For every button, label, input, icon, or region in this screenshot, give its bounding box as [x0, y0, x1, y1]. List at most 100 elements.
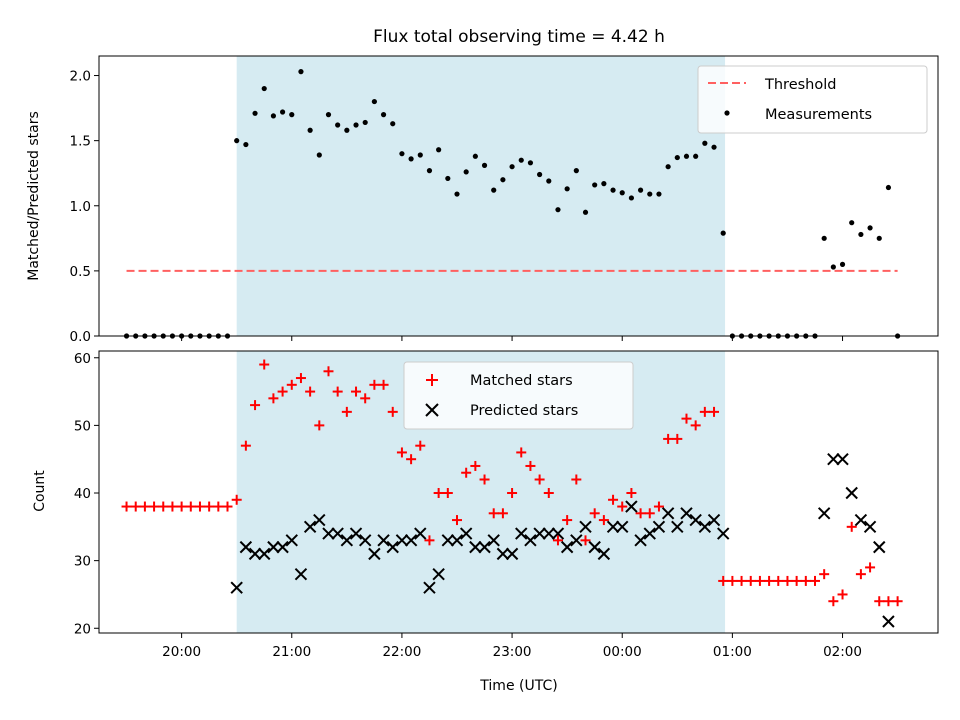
matched-star-point [378, 379, 389, 390]
measurement-point [316, 152, 322, 158]
measurement-point [656, 191, 662, 197]
predicted-star-point [854, 513, 868, 527]
bottom-x-tick-label: 00:00 [603, 644, 642, 660]
matched-star-point [653, 501, 664, 512]
predicted-star-point [652, 520, 666, 534]
matched-star-point [240, 440, 251, 451]
top-legend: Threshold Measurements [697, 65, 928, 134]
top-y-tick-label: 2.0 [70, 69, 91, 85]
measurement-point [491, 187, 497, 193]
top-y-axis-label: Matched/Predicted stars [26, 111, 42, 281]
measurement-point [849, 220, 855, 226]
measurement-point [637, 187, 644, 193]
matched-star-point [690, 420, 701, 431]
predicted-star-point [643, 527, 656, 540]
matched-star-point [442, 488, 453, 499]
predicted-star-point [551, 527, 565, 540]
measurement-point [867, 225, 873, 231]
measurement-point [702, 140, 708, 146]
predicted-star-point [588, 540, 601, 554]
matched-star-point [231, 494, 242, 505]
predicted-star-point [349, 527, 363, 540]
measurement-point [518, 157, 524, 163]
matched-star-point [176, 501, 187, 512]
matched-star-point [865, 562, 876, 573]
predicted-star-point [542, 527, 555, 540]
measurement-point [821, 235, 827, 241]
matched-star-point [855, 569, 866, 580]
matched-star-point [516, 447, 527, 458]
predicted-star-point [496, 547, 510, 561]
matched-star-point [277, 386, 288, 397]
bottom-axes-frame [98, 350, 939, 634]
matched-star-point [819, 569, 830, 580]
top-y-ticks: 0.0 0.5 1.0 1.5 2.0 [70, 69, 99, 345]
measurement-point [445, 175, 451, 182]
measurement-point [380, 112, 387, 118]
matched-star-point [314, 420, 325, 431]
bottom-legend-box [403, 361, 634, 430]
matched-star-point [167, 501, 178, 512]
matched-star-point [892, 596, 903, 607]
matched-star-point [451, 515, 462, 526]
top-panel: 0.00.51.01.52.0 Matched/Predicted stars … [26, 55, 939, 345]
predicted-star-point [579, 520, 592, 534]
x-axis-label: Time (UTC) [479, 678, 557, 694]
matched-star-point [809, 575, 820, 586]
predicted-star-point [239, 540, 253, 554]
measurement-point [353, 122, 359, 128]
matched-star-point [580, 535, 591, 546]
bottom-x-tick-label: 21:00 [272, 644, 311, 660]
measurement-point [555, 207, 561, 213]
measurement-point [298, 69, 304, 75]
matched-star-point [525, 460, 536, 471]
matched-star-point [250, 400, 261, 411]
measurement-point [463, 169, 469, 175]
measurement-point [234, 138, 240, 144]
bottom-y-tick-label: 40 [74, 486, 91, 502]
bottom-x-tick-label: 02:00 [823, 644, 862, 660]
predicted-star-point [340, 534, 354, 547]
matched-star-point [883, 596, 894, 607]
top-legend-box [697, 65, 928, 134]
predicted-star-point [882, 615, 895, 628]
matched-star-point [213, 501, 224, 512]
measurement-point [601, 181, 607, 187]
legend-measurements-dot-icon [724, 110, 730, 116]
legend-matched-plus-icon [426, 374, 438, 386]
predicted-star-point [817, 507, 831, 520]
predicted-star-point [459, 527, 473, 540]
matched-star-point [286, 379, 297, 390]
matched-star-point [534, 474, 545, 485]
measurement-point [858, 231, 864, 238]
predicted-star-point [689, 513, 702, 527]
measurement-point [472, 153, 478, 159]
measurement-point [344, 127, 350, 133]
matched-star-point [598, 515, 609, 526]
matched-star-point [552, 535, 563, 546]
measurement-point [481, 162, 488, 168]
measurement-point [390, 121, 396, 127]
predicted-star-point [680, 507, 693, 520]
matched-star-point [846, 521, 857, 532]
measurement-point [546, 178, 552, 184]
predicted-star-point [487, 534, 500, 547]
top-y-tick-label: 0.5 [70, 264, 91, 280]
predicted-star-point [404, 534, 418, 547]
predicted-star-point [707, 513, 721, 527]
matched-star-point [396, 447, 407, 458]
measurement-point [325, 112, 332, 118]
measurement-point [564, 186, 570, 192]
measurement-point [408, 156, 414, 162]
matched-star-point [130, 501, 141, 512]
predicted-star-point [661, 507, 675, 520]
measurement-point [647, 191, 653, 197]
predicted-star-point [294, 567, 308, 581]
matched-star-point [562, 515, 573, 526]
predicted-star-point [560, 540, 574, 554]
matched-star-point [479, 474, 490, 485]
measurement-point [270, 113, 277, 119]
predicted-star-point [230, 581, 243, 594]
predicted-star-point [303, 520, 317, 534]
matched-star-point [497, 508, 508, 519]
